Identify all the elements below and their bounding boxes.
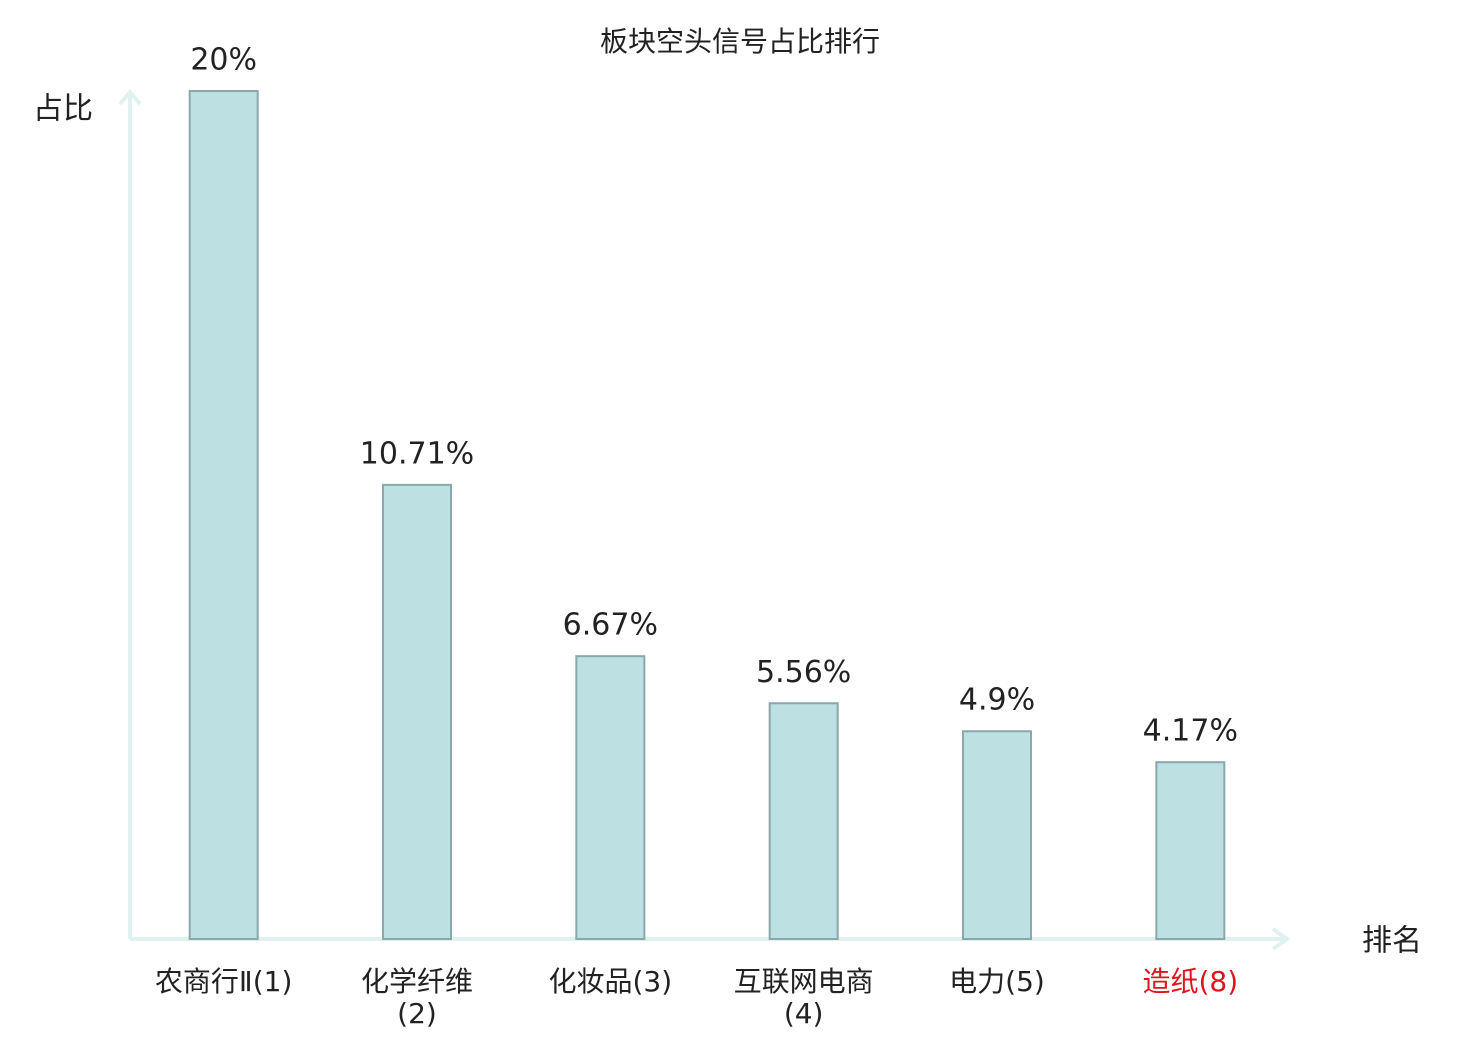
value-label: 4.9% [959,683,1035,718]
x-tick-label: 农商行Ⅱ(1) [154,965,293,998]
value-label: 6.67% [563,608,658,643]
bar [575,655,646,941]
x-tick-label: 化妆品(3) [548,965,673,998]
chart-title: 板块空头信号占比排行 [600,25,880,58]
bar [1155,761,1226,941]
value-label: 10.71% [360,436,474,471]
value-label: 5.56% [756,655,851,690]
x-tick-label: 电力(5) [949,965,1045,998]
bar [188,90,259,940]
y-axis-label: 占比 [33,92,93,127]
x-tick-label: 化学纤维(2) [360,965,473,1030]
value-label: 20% [190,43,257,78]
axes [118,88,1291,951]
x-axis-label: 排名 [1362,924,1422,959]
bar [382,483,452,940]
bar [962,730,1032,940]
x-tick-label: 互联网电商(4) [733,965,874,1030]
value-label: 4.17% [1143,714,1238,749]
x-tick-label: 造纸(8) [1142,965,1239,998]
bar [768,702,839,940]
